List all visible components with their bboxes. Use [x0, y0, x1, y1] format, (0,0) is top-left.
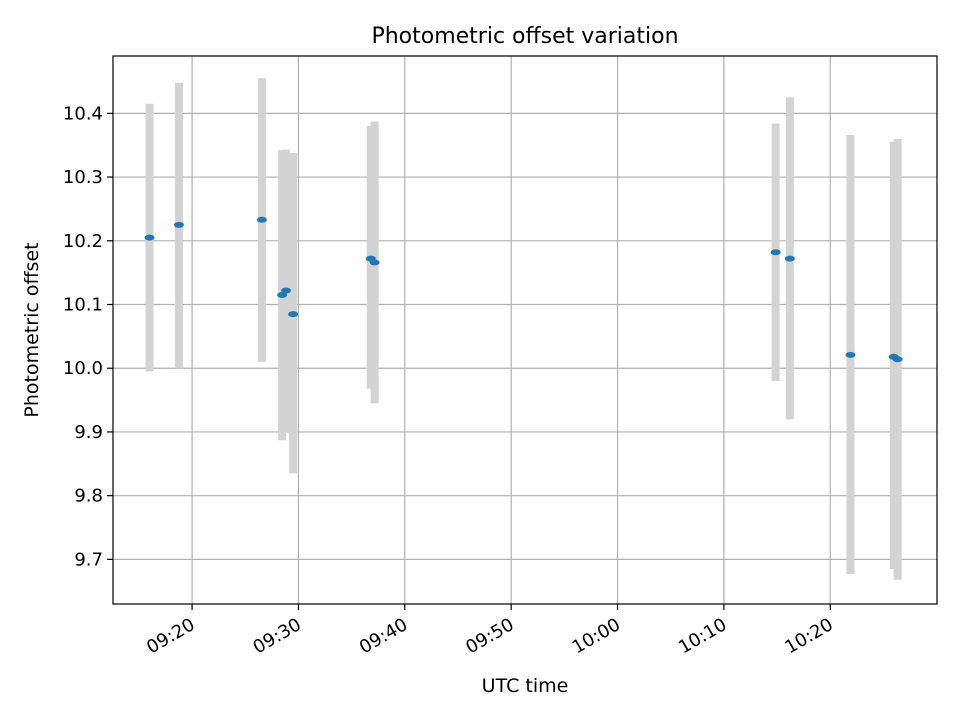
x-axis-label: UTC time — [482, 675, 569, 697]
y-tick-label: 9.7 — [74, 549, 103, 570]
y-tick-label: 10.1 — [63, 295, 103, 316]
data-point — [173, 221, 184, 228]
y-axis-label: Photometric offset — [21, 242, 43, 417]
data-point — [281, 287, 292, 294]
data-point — [784, 255, 795, 262]
data-point — [288, 311, 299, 318]
data-points — [144, 216, 903, 363]
y-tick-label: 10.3 — [63, 167, 103, 188]
y-tick-label: 10.4 — [63, 103, 103, 124]
axes-frame — [112, 55, 938, 605]
y-tick-label: 10.2 — [63, 231, 103, 252]
data-point — [369, 259, 380, 266]
y-tick-label: 9.9 — [74, 422, 103, 443]
grid — [113, 56, 937, 604]
y-tick-label: 10.0 — [63, 358, 103, 379]
y-tick-label: 9.8 — [74, 486, 103, 507]
data-point — [770, 249, 781, 256]
data-point — [892, 356, 903, 363]
data-point — [277, 291, 288, 298]
data-point — [144, 234, 155, 241]
chart-title: Photometric offset variation — [371, 24, 678, 49]
data-point — [845, 351, 856, 358]
y-axis-ticks: 9.7 9.8 9.9 10.0 10.1 10.2 10.3 10.4 — [63, 103, 113, 570]
data-point — [256, 216, 267, 223]
